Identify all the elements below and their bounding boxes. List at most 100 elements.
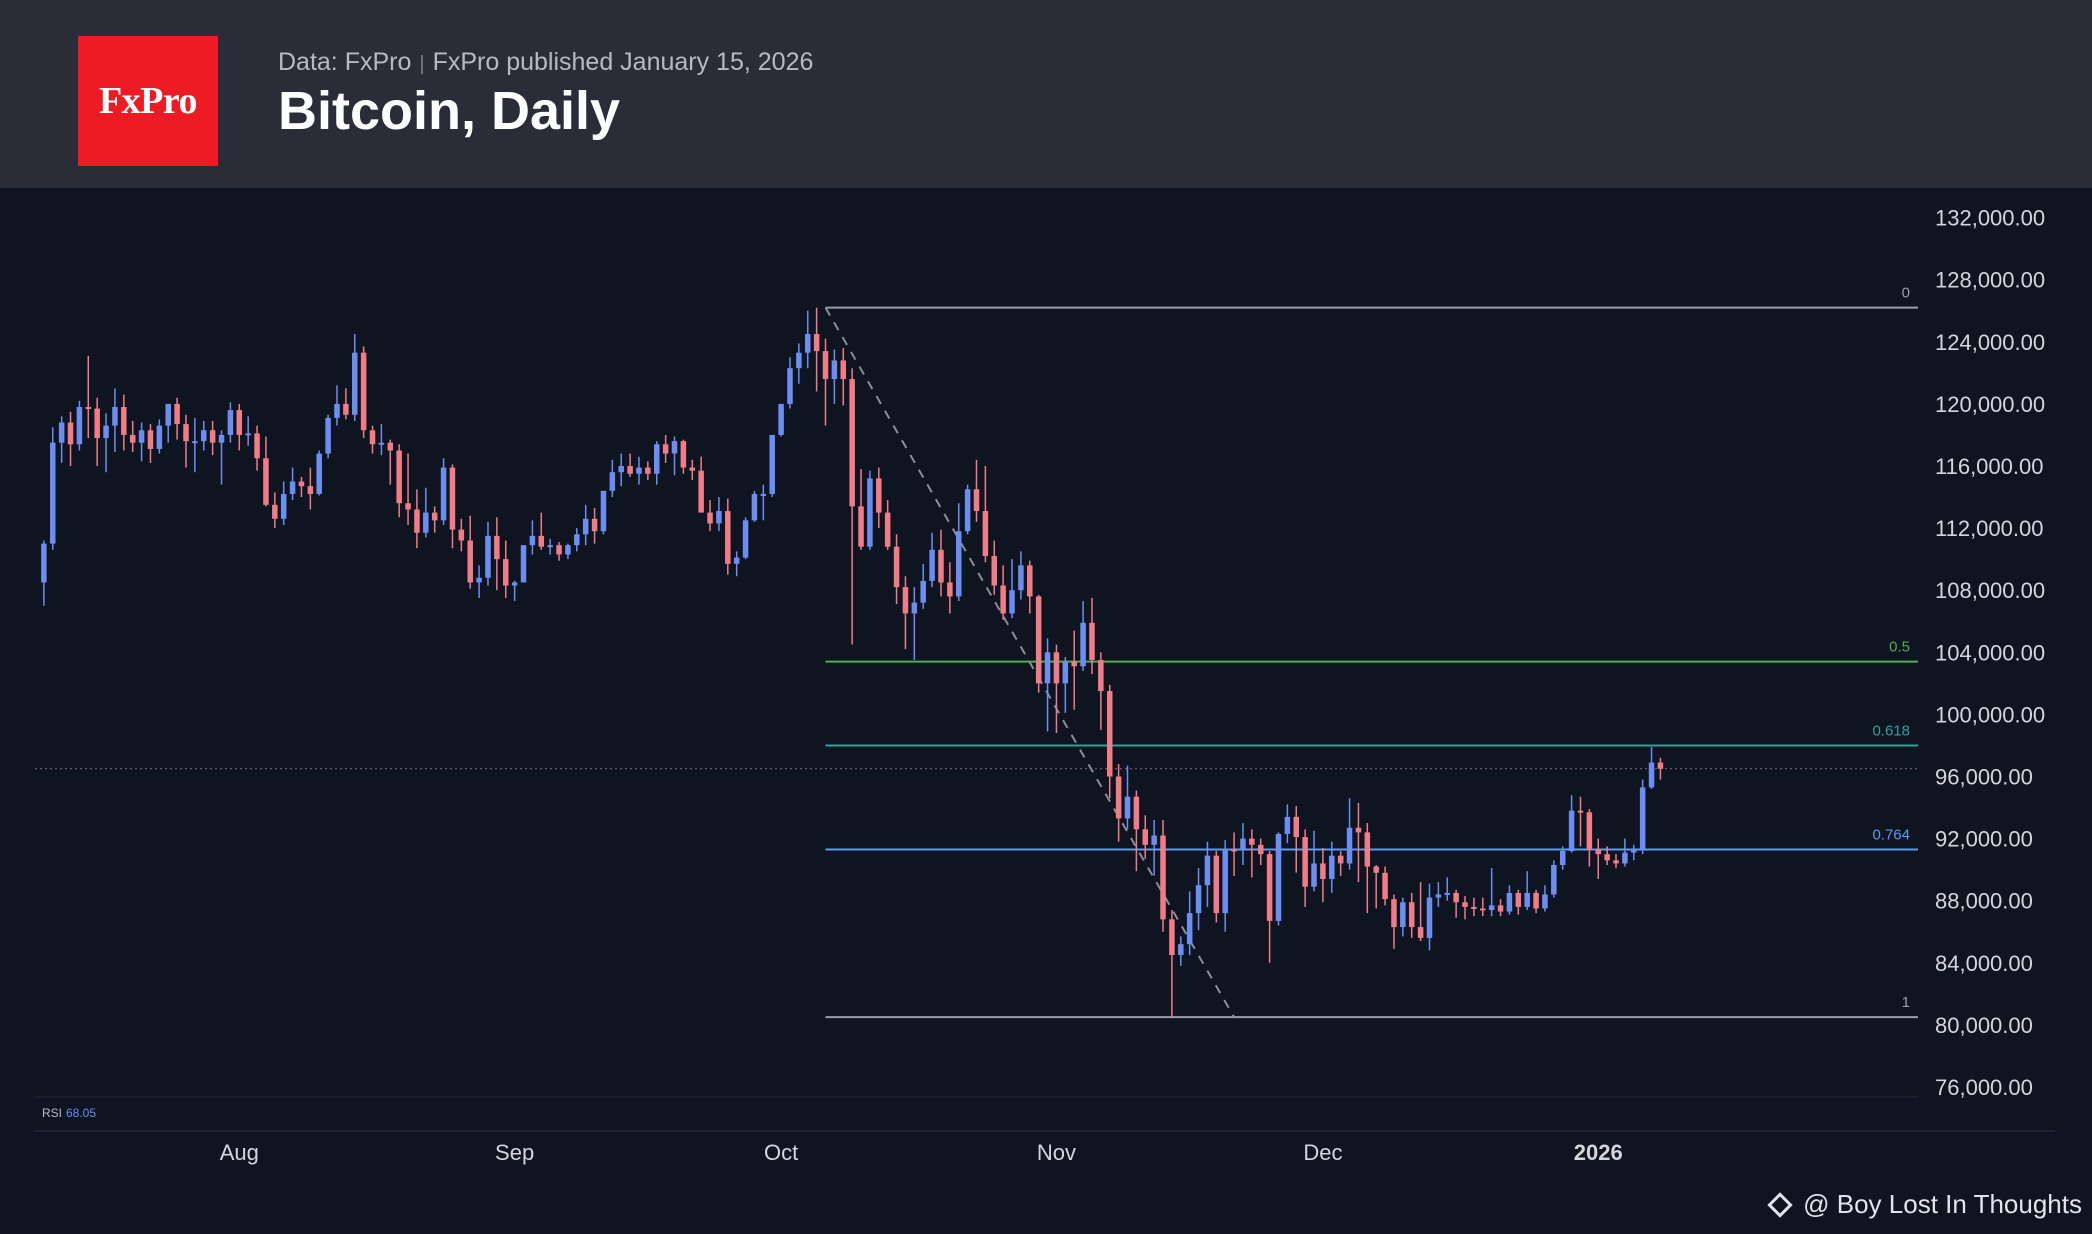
data-source-label: Data: FxPro: [278, 48, 412, 76]
candle-down: [1595, 849, 1601, 855]
candle-down: [680, 441, 687, 468]
candle-up: [955, 531, 962, 597]
candle-down: [85, 407, 92, 410]
candle-down: [813, 334, 820, 352]
candle-down: [387, 442, 394, 451]
candle-down: [1382, 872, 1388, 900]
candle-down: [1337, 855, 1344, 864]
candle-up: [565, 545, 571, 555]
candle-up: [1542, 894, 1548, 909]
candle-down: [94, 408, 100, 439]
candle-down: [1249, 838, 1255, 845]
candle-down: [938, 549, 944, 583]
candle-up: [520, 545, 527, 583]
candle-down: [840, 360, 847, 380]
candle-down: [1231, 849, 1237, 852]
candle-down: [1373, 866, 1379, 873]
candle-down: [307, 486, 314, 494]
candle-down: [1160, 835, 1166, 920]
candle-up: [1648, 762, 1655, 788]
candle-up: [529, 535, 536, 546]
candle-down: [1053, 652, 1060, 684]
candle-up: [796, 352, 802, 369]
candle-up: [1488, 905, 1495, 911]
candle-down: [1213, 855, 1220, 914]
candle-up: [1506, 892, 1513, 912]
candle-up: [1275, 833, 1282, 921]
candle-down: [1035, 596, 1042, 684]
candle-up: [671, 441, 678, 454]
candle-down: [236, 410, 243, 435]
candle-up: [1222, 849, 1228, 914]
candle-down: [538, 535, 545, 547]
watermark-text: @ Boy Lost In Thoughts: [1803, 1189, 2082, 1219]
candle-up: [582, 518, 589, 535]
candle-up: [769, 434, 775, 494]
rsi-label: RSI: [42, 1106, 62, 1120]
candle-down: [272, 504, 278, 519]
candle-down: [183, 424, 189, 442]
candle-up: [804, 334, 811, 353]
candlestick-chart[interactable]: 132,000.00 128,000.00 124,000.00 120,000.00…: [0, 188, 2092, 1234]
candle-down: [343, 403, 349, 415]
candle-down: [689, 467, 696, 471]
candle-up: [1018, 565, 1024, 591]
fxpro-logo: FxPro: [78, 36, 218, 166]
candle-down: [431, 512, 438, 521]
candle-up: [1400, 902, 1406, 928]
candle-up: [618, 466, 624, 473]
candle-up: [1311, 863, 1317, 887]
candle-down: [1133, 796, 1140, 830]
fib-level-label: 0.5: [1889, 639, 1910, 656]
candle-up: [920, 580, 926, 603]
candle-down: [902, 587, 909, 614]
candle-up: [716, 511, 722, 524]
candle-up: [1631, 849, 1637, 853]
published-label: FxPro published January 15, 2026: [432, 48, 814, 76]
y-tick-label: 92,000.00: [1935, 827, 2033, 852]
candle-up: [112, 407, 118, 426]
candle-up: [316, 453, 322, 494]
candle-up: [636, 467, 642, 474]
candle-up: [1346, 827, 1353, 864]
candle-up: [1444, 892, 1451, 895]
candle-down: [893, 546, 900, 588]
x-tick-label: Oct: [764, 1140, 798, 1165]
candle-down: [174, 403, 180, 425]
candle-down: [1071, 661, 1077, 667]
candle-up: [378, 442, 385, 445]
candle-up: [511, 582, 518, 586]
candle-down: [1577, 810, 1584, 813]
candle-down: [1613, 860, 1619, 864]
candle-down: [1533, 892, 1539, 909]
candle-up: [423, 512, 429, 533]
fib-level-label: 0.618: [1872, 722, 1910, 739]
candle-down: [884, 512, 891, 547]
candle-down: [725, 511, 731, 564]
candle-up: [156, 425, 163, 449]
candle-up: [76, 407, 83, 445]
candle-up: [1151, 835, 1157, 845]
candle-up: [574, 534, 580, 546]
candle-up: [1204, 855, 1211, 886]
candle-down: [1515, 892, 1522, 907]
candle-up: [929, 549, 935, 581]
candle-down: [1293, 816, 1300, 838]
candle-down: [1142, 829, 1149, 845]
candle-down: [591, 518, 598, 532]
candle-down: [129, 434, 136, 443]
candle-up: [1195, 885, 1202, 914]
candle-up: [1044, 652, 1051, 684]
candle-down: [1355, 827, 1362, 833]
candle-down: [147, 430, 154, 449]
candle-up: [1329, 855, 1335, 879]
chart-title: Bitcoin, Daily: [278, 81, 621, 141]
x-tick-label: Sep: [495, 1140, 534, 1165]
y-tick-label: 132,000.00: [1935, 206, 2045, 231]
candle-up: [325, 417, 331, 454]
candle-down: [1089, 622, 1095, 661]
candle-up: [1080, 622, 1086, 667]
candle-down: [1417, 927, 1424, 938]
candle-down: [369, 430, 376, 445]
candle-up: [1240, 838, 1246, 850]
